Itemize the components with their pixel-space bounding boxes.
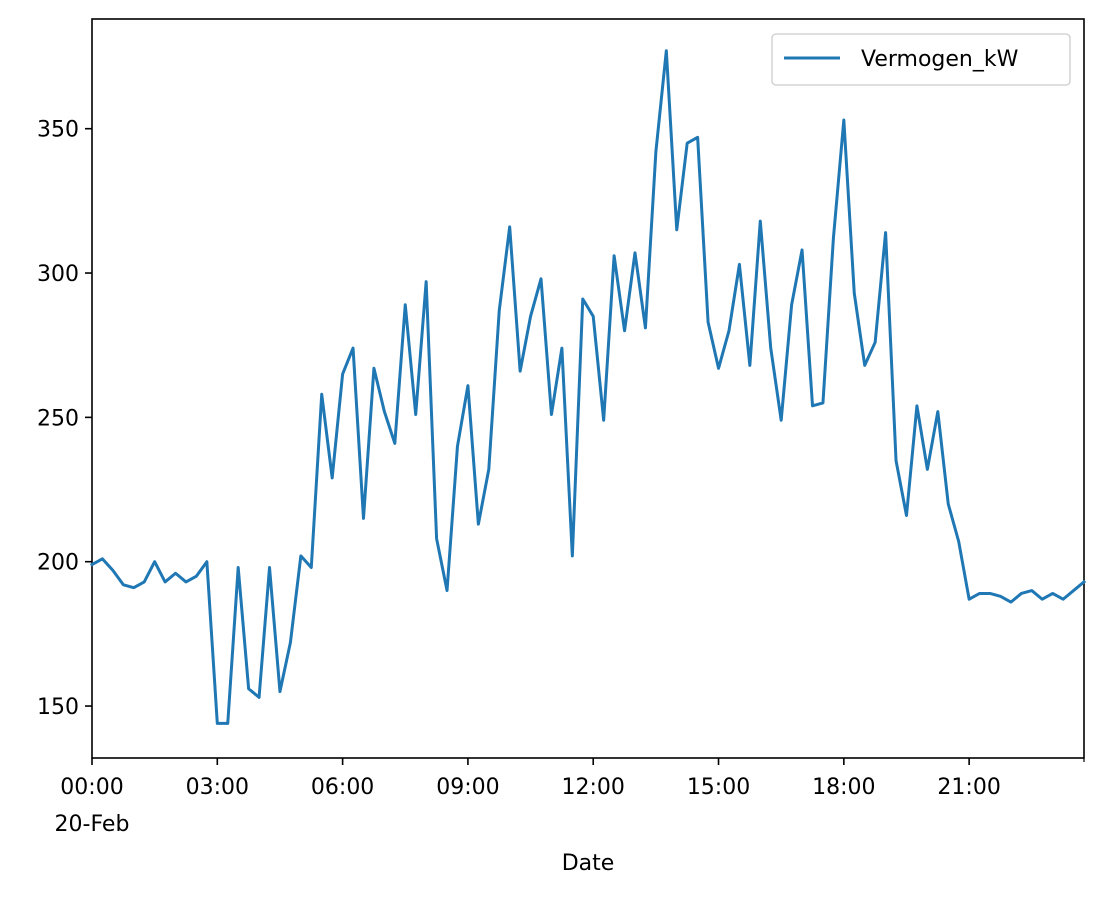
x-tick-label: 06:00 [311,775,374,800]
y-axis-ticks: 150 200 250 300 350 [37,118,92,720]
x-tick-label: 15:00 [687,775,750,800]
plot-area-frame [91,18,1085,759]
y-tick-label: 350 [37,118,79,143]
legend-label-vermogen-kw: Vermogen_kW [861,47,1019,72]
series-layer [89,49,1087,725]
y-tick-label: 300 [37,262,79,287]
x-tick-label: 09:00 [436,775,499,800]
legend: Vermogen_kW [771,33,1071,86]
x-tick-sublabel: 20-Feb [55,812,130,837]
legend-box [771,33,1071,86]
x-axis-label: Date [562,851,615,876]
x-axis-ticks: 00:00 20-Feb 03:00 06:00 09:00 12:00 15:00 18:0… [55,758,1085,837]
y-tick-label: 200 [37,551,79,576]
y-tick-label: 150 [37,695,79,720]
x-tick-label: 18:00 [812,775,875,800]
x-tick-label: 12:00 [562,775,625,800]
x-tick-label: 21:00 [937,775,1000,800]
y-tick-label: 250 [37,406,79,431]
x-tick-label: 03:00 [186,775,249,800]
x-tick-label: 00:00 [60,775,123,800]
series-line-vermogen-kw [89,49,1087,725]
